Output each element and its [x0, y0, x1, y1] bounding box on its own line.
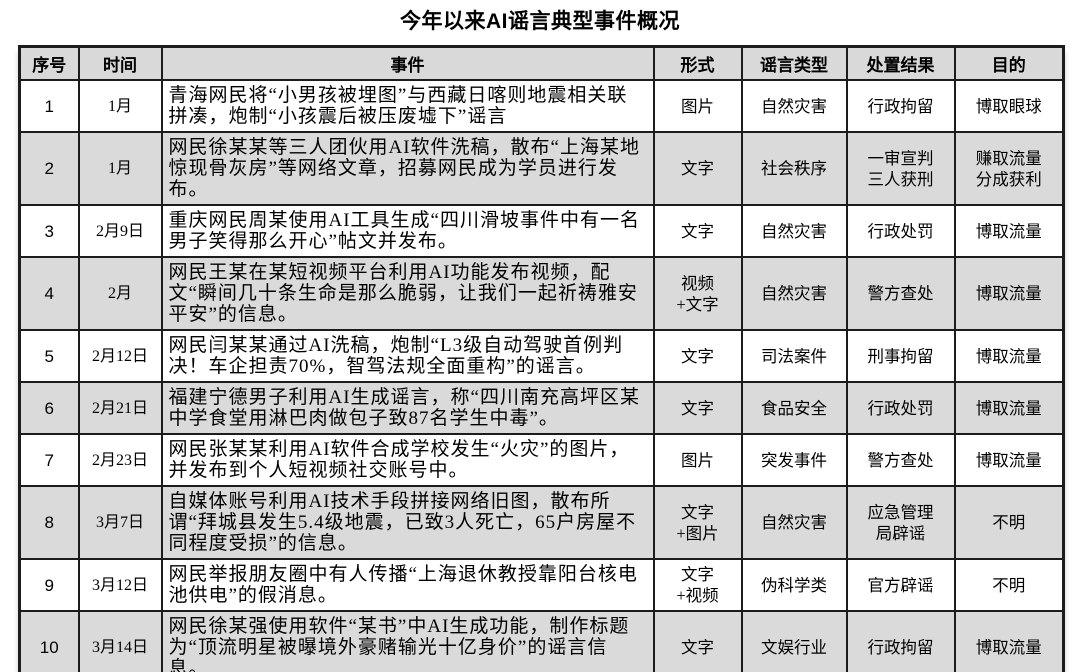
cell-time: 2月 — [77, 256, 163, 331]
cell-result: 行政拘留 — [845, 610, 956, 672]
cell-result: 一审宣判 三人获刑 — [845, 131, 956, 206]
table-row: 9 3月12日 网民举报朋友圈中有人传播“上海退休教授靠阳台核电池供电”的假消息… — [18, 558, 1065, 612]
cell-rumor-type: 伪科学类 — [740, 558, 848, 612]
cell-index: 2 — [18, 131, 80, 206]
cell-event: 网民徐某某等三人团伙用AI软件洗稿，散布“上海某地惊现骨灰房”等网络文章，招募网… — [160, 131, 655, 206]
cell-result: 警方查处 — [845, 256, 956, 331]
cell-result: 官方辟谣 — [845, 558, 956, 612]
table-row: 1 1月 青海网民将“小男孩被埋图”与西藏日喀则地震相关联拼凑，炮制“小孩震后被… — [18, 79, 1065, 133]
cell-result: 行政处罚 — [845, 381, 956, 435]
cell-form: 文字 +图片 — [652, 485, 743, 560]
cell-form: 图片 — [652, 79, 743, 133]
cell-purpose: 不明 — [953, 485, 1065, 560]
cell-event: 网民张某某利用AI软件合成学校发生“火灾”的图片，并发布到个人短视频社交账号中。 — [160, 433, 655, 487]
cell-form: 文字 — [652, 610, 743, 672]
col-header-index: 序号 — [18, 45, 80, 81]
cell-time: 3月12日 — [77, 558, 163, 612]
cell-result: 应急管理 局辟谣 — [845, 485, 956, 560]
cell-time: 1月 — [77, 79, 163, 133]
cell-purpose: 赚取流量 分成获利 — [953, 131, 1065, 206]
cell-purpose: 博取眼球 — [953, 79, 1065, 133]
cell-event: 网民闫某某通过AI洗稿，炮制“L3级自动驾驶首例判决！车企担责70%，智驾法规全… — [160, 329, 655, 383]
table-row: 6 2月21日 福建宁德男子利用AI生成谣言，称“四川南充高坪区某中学食堂用淋巴… — [18, 381, 1065, 435]
table-row: 5 2月12日 网民闫某某通过AI洗稿，炮制“L3级自动驾驶首例判决！车企担责7… — [18, 329, 1065, 383]
cell-form: 图片 — [652, 433, 743, 487]
cell-index: 1 — [18, 79, 80, 133]
col-header-result: 处置结果 — [845, 45, 956, 81]
cell-rumor-type: 自然灾害 — [740, 256, 848, 331]
cell-index: 7 — [18, 433, 80, 487]
cell-result: 行政拘留 — [845, 79, 956, 133]
cell-form: 文字 — [652, 381, 743, 435]
cell-index: 8 — [18, 485, 80, 560]
cell-form: 文字 — [652, 131, 743, 206]
cell-time: 2月21日 — [77, 381, 163, 435]
cell-purpose: 不明 — [953, 558, 1065, 612]
cell-time: 1月 — [77, 131, 163, 206]
cell-rumor-type: 食品安全 — [740, 381, 848, 435]
col-header-form: 形式 — [652, 45, 743, 81]
cell-rumor-type: 司法案件 — [740, 329, 848, 383]
cell-index: 10 — [18, 610, 80, 672]
col-header-purpose: 目的 — [953, 45, 1065, 81]
cell-time: 3月14日 — [77, 610, 163, 672]
col-header-rumor-type: 谣言类型 — [740, 45, 848, 81]
table-row: 8 3月7日 自媒体账号利用AI技术手段拼接网络旧图，散布所谓“拜城县发生5.4… — [18, 485, 1065, 560]
cell-result: 警方查处 — [845, 433, 956, 487]
header-row: 序号 时间 事件 形式 谣言类型 处置结果 目的 — [18, 45, 1065, 81]
cell-event: 自媒体账号利用AI技术手段拼接网络旧图，散布所谓“拜城县发生5.4级地震，已致3… — [160, 485, 655, 560]
cell-event: 网民徐某强使用软件“某书”中AI生成功能，制作标题为“顶流明星被曝境外豪赌输光十… — [160, 610, 655, 672]
table-body: 1 1月 青海网民将“小男孩被埋图”与西藏日喀则地震相关联拼凑，炮制“小孩震后被… — [18, 79, 1065, 672]
table-row: 7 2月23日 网民张某某利用AI软件合成学校发生“火灾”的图片，并发布到个人短… — [18, 433, 1065, 487]
cell-event: 网民王某在某短视频平台利用AI功能发布视频，配文“瞬间几十条生命是那么脆弱，让我… — [160, 256, 655, 331]
cell-form: 文字 +视频 — [652, 558, 743, 612]
cell-event: 网民举报朋友圈中有人传播“上海退休教授靠阳台核电池供电”的假消息。 — [160, 558, 655, 612]
cell-rumor-type: 社会秩序 — [740, 131, 848, 206]
cell-purpose: 博取流量 — [953, 204, 1065, 258]
col-header-event: 事件 — [160, 45, 655, 81]
cell-index: 3 — [18, 204, 80, 258]
cell-time: 2月23日 — [77, 433, 163, 487]
page-title: 今年以来AI谣言典型事件概况 — [400, 10, 680, 33]
col-header-time: 时间 — [77, 45, 163, 81]
cell-purpose: 博取流量 — [953, 610, 1065, 672]
cell-index: 6 — [18, 381, 80, 435]
cell-result: 行政处罚 — [845, 204, 956, 258]
table-row: 2 1月 网民徐某某等三人团伙用AI软件洗稿，散布“上海某地惊现骨灰房”等网络文… — [18, 131, 1065, 206]
cell-rumor-type: 自然灾害 — [740, 79, 848, 133]
cell-purpose: 博取流量 — [953, 381, 1065, 435]
cell-purpose: 博取流量 — [953, 329, 1065, 383]
cell-rumor-type: 自然灾害 — [740, 204, 848, 258]
cell-event: 青海网民将“小男孩被埋图”与西藏日喀则地震相关联拼凑，炮制“小孩震后被压废墟下”… — [160, 79, 655, 133]
cell-purpose: 博取流量 — [953, 256, 1065, 331]
cell-index: 9 — [18, 558, 80, 612]
cell-purpose: 博取流量 — [953, 433, 1065, 487]
cell-event: 福建宁德男子利用AI生成谣言，称“四川南充高坪区某中学食堂用淋巴肉做包子致87名… — [160, 381, 655, 435]
cell-rumor-type: 突发事件 — [740, 433, 848, 487]
cell-result: 刑事拘留 — [845, 329, 956, 383]
cell-time: 3月7日 — [77, 485, 163, 560]
cell-rumor-type: 自然灾害 — [740, 485, 848, 560]
cell-event: 重庆网民周某使用AI工具生成“四川滑坡事件中有一名男子笑得那么开心”帖文并发布。 — [160, 204, 655, 258]
cell-form: 文字 — [652, 204, 743, 258]
cell-form: 文字 — [652, 329, 743, 383]
cell-index: 4 — [18, 256, 80, 331]
cell-index: 5 — [18, 329, 80, 383]
cell-rumor-type: 文娱行业 — [740, 610, 848, 672]
table-header: 序号 时间 事件 形式 谣言类型 处置结果 目的 — [18, 45, 1065, 81]
cell-time: 2月9日 — [77, 204, 163, 258]
cell-time: 2月12日 — [77, 329, 163, 383]
table-row: 3 2月9日 重庆网民周某使用AI工具生成“四川滑坡事件中有一名男子笑得那么开心… — [18, 204, 1065, 258]
table-row: 10 3月14日 网民徐某强使用软件“某书”中AI生成功能，制作标题为“顶流明星… — [18, 610, 1065, 672]
table-row: 4 2月 网民王某在某短视频平台利用AI功能发布视频，配文“瞬间几十条生命是那么… — [18, 256, 1065, 331]
rumor-incidents-table: 序号 时间 事件 形式 谣言类型 处置结果 目的 1 1月 青海网民将“小男孩被… — [18, 45, 1065, 672]
cell-form: 视频 +文字 — [652, 256, 743, 331]
